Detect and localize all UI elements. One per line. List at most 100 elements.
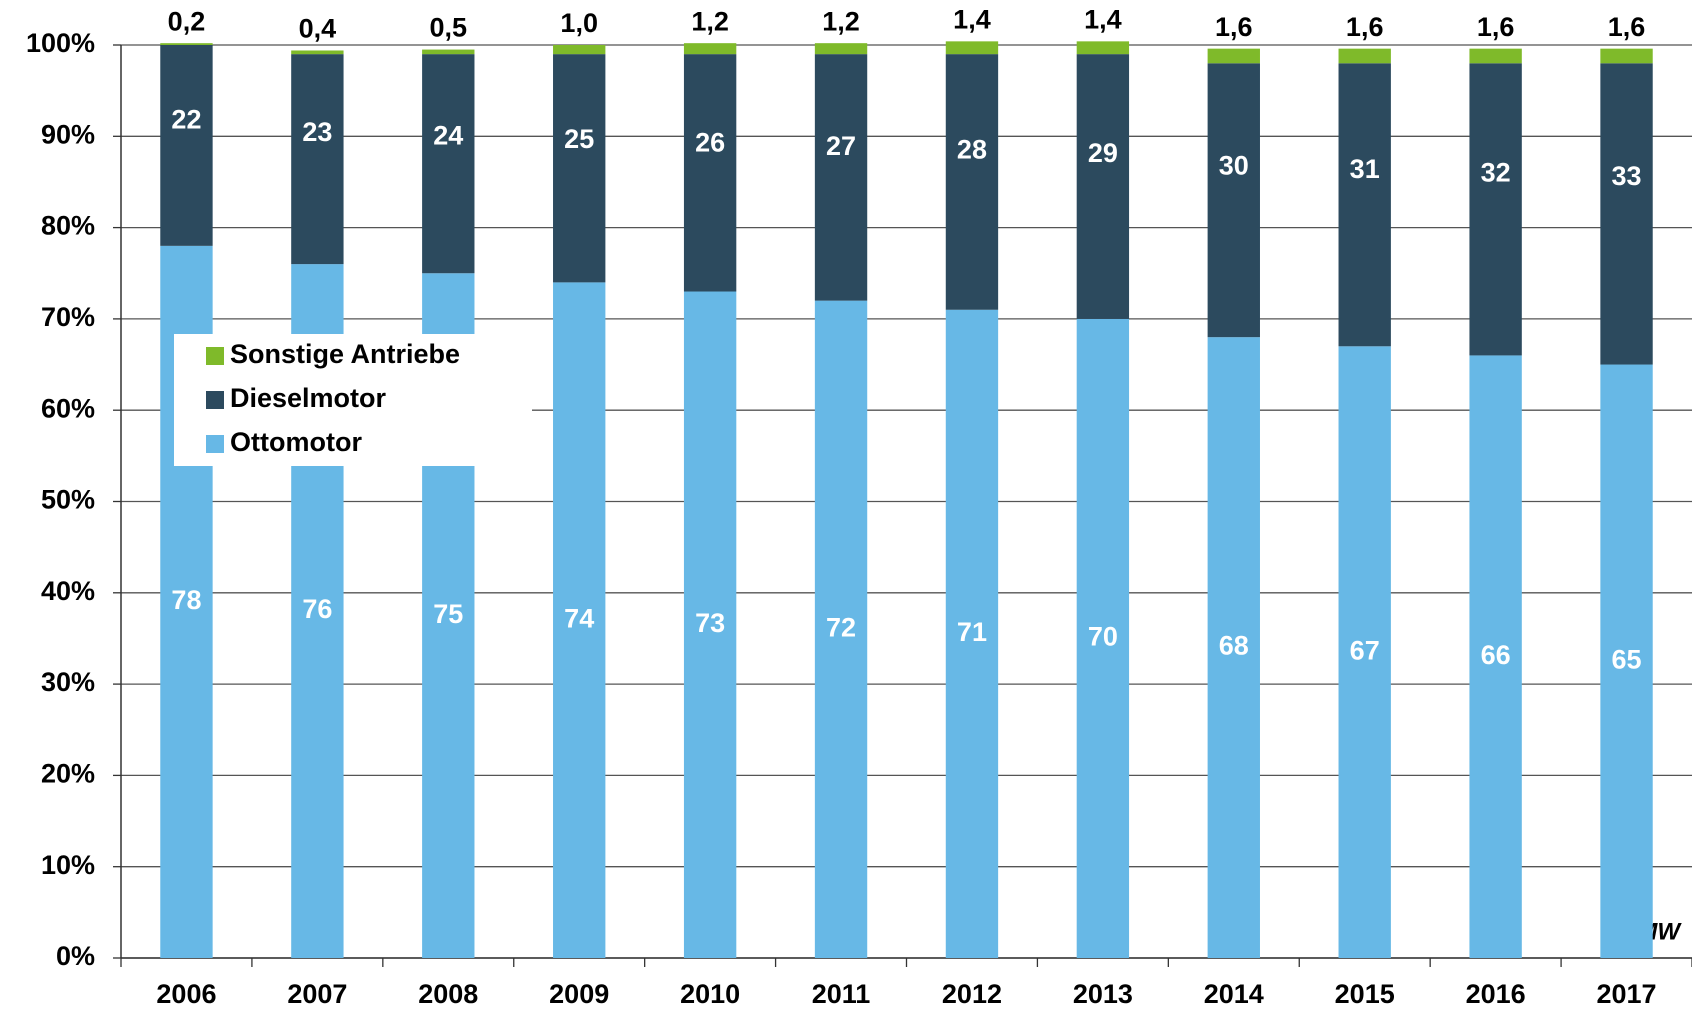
bar-segment <box>1469 355 1522 958</box>
bar-segment <box>1207 48 1260 64</box>
value-label: 1,2 <box>691 6 729 36</box>
x-tick-label: 2011 <box>812 979 871 1009</box>
x-tick-label: 2015 <box>1335 979 1395 1009</box>
y-tick-label: 20% <box>41 759 95 789</box>
legend-swatch <box>206 347 224 365</box>
x-tick-label: 2013 <box>1073 979 1133 1009</box>
bar-segment <box>1600 63 1653 365</box>
bar-segment <box>422 49 475 55</box>
bar-segment <box>814 43 868 55</box>
bar-segment <box>945 309 999 958</box>
bar-segment <box>814 300 868 958</box>
bar-segment <box>1338 63 1391 347</box>
value-label: 1,6 <box>1608 12 1646 42</box>
value-label: 23 <box>302 117 332 147</box>
y-tick-label: 30% <box>41 667 95 697</box>
value-label: 28 <box>957 134 987 164</box>
bar-segment <box>683 54 737 292</box>
y-tick-label: 90% <box>41 119 95 149</box>
y-tick-label: 80% <box>41 211 95 241</box>
value-label: 65 <box>1612 644 1642 674</box>
value-label: 74 <box>564 603 594 633</box>
value-label: 67 <box>1350 635 1380 665</box>
value-label: 31 <box>1350 154 1380 184</box>
value-label: 1,4 <box>953 4 991 34</box>
value-label: 1,6 <box>1346 12 1384 42</box>
bar-segment <box>422 54 475 274</box>
value-label: 29 <box>1088 138 1118 168</box>
y-tick-label: 60% <box>41 393 95 423</box>
y-tick-label: 0% <box>56 941 95 971</box>
legend-label: Sonstige Antriebe <box>230 339 460 369</box>
x-tick-label: 2006 <box>156 979 216 1009</box>
value-label: 33 <box>1612 161 1642 191</box>
bar-segment <box>1076 41 1130 55</box>
value-label: 1,0 <box>560 8 598 38</box>
y-tick-label: 10% <box>41 850 95 880</box>
y-tick-label: 40% <box>41 576 95 606</box>
legend-swatch <box>206 391 224 409</box>
bar-segment <box>1600 364 1653 958</box>
value-label: 30 <box>1219 150 1249 180</box>
bar-segment <box>1076 318 1130 958</box>
x-tick-label: 2014 <box>1204 979 1264 1009</box>
value-label: 26 <box>695 127 725 157</box>
bar-segment <box>683 43 737 55</box>
y-tick-label: 70% <box>41 302 95 332</box>
x-tick-label: 2016 <box>1466 979 1526 1009</box>
value-label: 1,4 <box>1084 4 1122 34</box>
value-label: 66 <box>1481 640 1511 670</box>
y-tick-label: 100% <box>26 28 95 58</box>
value-label: 32 <box>1481 157 1511 187</box>
value-label: 22 <box>171 104 201 134</box>
value-label: 70 <box>1088 622 1118 652</box>
bar-segment <box>1338 346 1391 958</box>
bar-segment <box>160 43 213 45</box>
bar-segment <box>1600 48 1653 64</box>
bar-segment <box>1207 337 1260 958</box>
legend-label: Ottomotor <box>230 427 362 457</box>
value-label: 78 <box>171 585 201 615</box>
bar-segment <box>160 45 213 246</box>
x-tick-label: 2008 <box>418 979 478 1009</box>
value-label: 73 <box>695 608 725 638</box>
x-tick-label: 2017 <box>1597 979 1657 1009</box>
bar-segment <box>1076 54 1130 319</box>
value-label: 68 <box>1219 631 1249 661</box>
bar-segment <box>1469 48 1522 64</box>
legend-label: Dieselmotor <box>230 383 387 413</box>
y-tick-label: 50% <box>41 485 95 515</box>
value-label: 71 <box>957 617 987 647</box>
bar-segment <box>945 54 999 310</box>
value-label: 76 <box>302 594 332 624</box>
bar-segment <box>1207 63 1260 338</box>
value-label: 0,4 <box>299 14 337 44</box>
bar-segment <box>1338 48 1391 64</box>
value-label: 1,2 <box>822 6 860 36</box>
value-label: 0,2 <box>168 6 206 36</box>
x-tick-label: 2009 <box>549 979 609 1009</box>
bar-segment <box>683 291 737 958</box>
x-tick-label: 2007 <box>287 979 347 1009</box>
bar-segment <box>945 41 999 55</box>
bar-segment <box>814 54 868 301</box>
value-label: 0,5 <box>430 13 468 43</box>
bar-segment <box>553 282 606 958</box>
value-label: 1,6 <box>1215 12 1253 42</box>
bar-segment <box>291 50 344 55</box>
value-label: 75 <box>433 599 463 629</box>
value-label: 25 <box>564 124 594 154</box>
x-tick-label: 2010 <box>680 979 740 1009</box>
bar-segment <box>291 54 344 265</box>
value-label: 72 <box>826 612 856 642</box>
x-tick-label: 2012 <box>942 979 1002 1009</box>
value-label: 24 <box>433 121 463 151</box>
value-label: 1,6 <box>1477 12 1515 42</box>
legend-box <box>174 334 532 466</box>
legend-swatch <box>206 435 224 453</box>
bar-segment <box>1469 63 1522 356</box>
bar-segment <box>553 45 606 55</box>
value-label: 27 <box>826 131 856 161</box>
bar-segment <box>553 54 606 283</box>
